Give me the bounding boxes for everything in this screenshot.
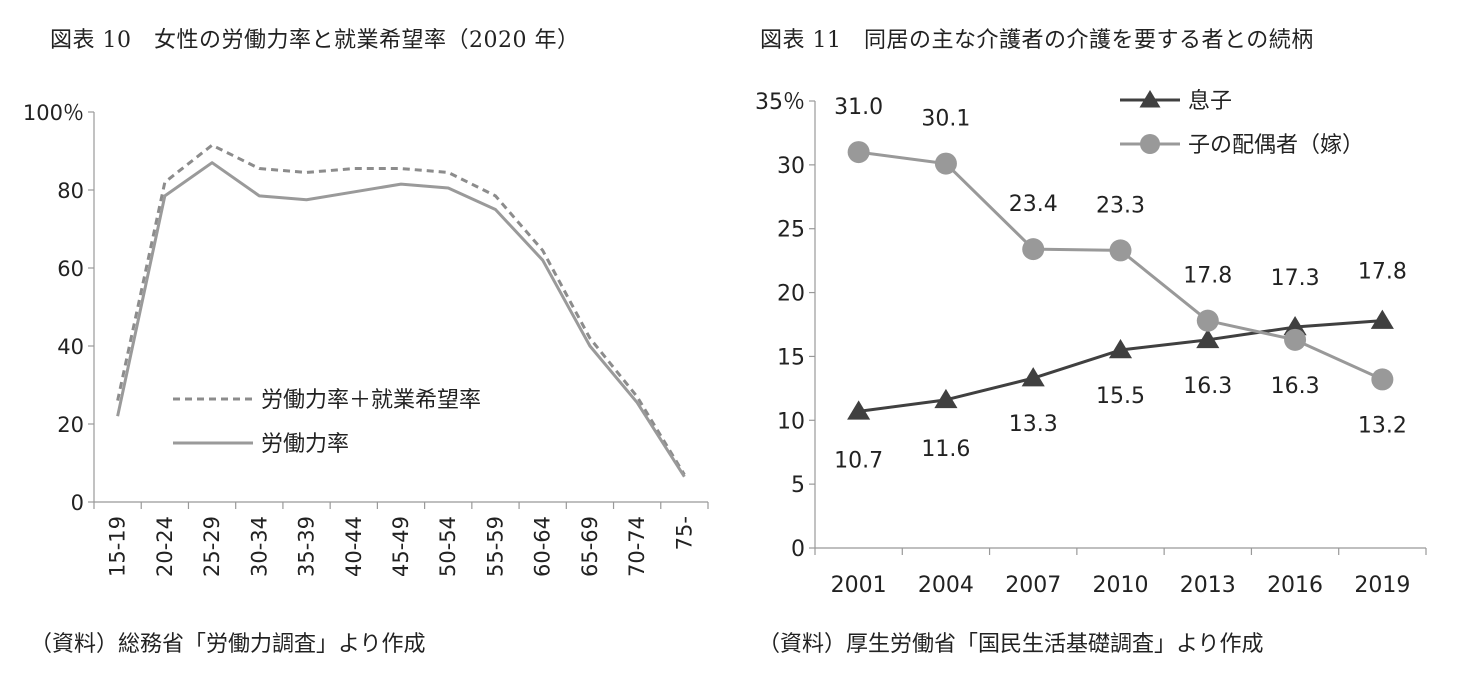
data-label-son: 13.3	[1009, 412, 1058, 437]
figure-10: 図表 10 女性の労働力率と就業希望率（2020 年） 0 20 40 60 80 100…	[23, 28, 709, 657]
legend-marker	[1139, 90, 1161, 108]
marker-son	[847, 400, 871, 420]
x-tick-label: 2001	[831, 573, 887, 598]
data-label-spouse-of-child: 13.2	[1358, 413, 1407, 438]
y-tick-label: 20	[777, 282, 805, 307]
x-tick-label: 2010	[1093, 573, 1149, 598]
x-tick-label: 15-19	[106, 516, 130, 577]
legend-marker	[1140, 134, 1160, 154]
x-tick-label: 75-	[672, 516, 696, 550]
data-label-son: 17.8	[1358, 260, 1407, 285]
figure-11: 図表 11 同居の主な介護者の介護を要する者との続柄 0 5 10 15 20 25 30 3…	[738, 0, 1476, 683]
data-label-spouse-of-child: 23.3	[1096, 193, 1145, 218]
x-tick-label: 65-69	[578, 516, 602, 577]
y-tick-label: 5	[791, 473, 805, 498]
y-tick-label: 40	[57, 335, 84, 359]
y-tick-label: 100％	[23, 101, 84, 125]
x-tick-label: 45-49	[389, 516, 413, 577]
data-label-son: 15.5	[1096, 384, 1145, 409]
x-tick-label: 2019	[1354, 573, 1410, 598]
y-tick-label: 35％	[755, 90, 805, 115]
x-tick-label: 2004	[918, 573, 974, 598]
y-tick-label: 0	[71, 491, 84, 515]
y-tick-label: 0	[791, 537, 805, 562]
data-label-son: 16.3	[1183, 374, 1232, 399]
data-label-son: 10.7	[834, 448, 883, 473]
marker-spouse-of-child	[847, 141, 870, 164]
x-tick-label: 2013	[1180, 573, 1236, 598]
x-tick-label: 55-59	[483, 516, 507, 577]
y-tick-label: 60	[57, 257, 84, 281]
y-tick-label: 80	[57, 179, 84, 203]
legend-label: 労働力率＋就業希望率	[261, 388, 481, 413]
series-line-labor-force	[116, 161, 686, 478]
marker-spouse-of-child	[1284, 328, 1307, 351]
marker-son	[1108, 339, 1133, 359]
legend-label: 息子	[1188, 89, 1232, 114]
marker-spouse-of-child	[1022, 238, 1045, 261]
y-tick-label: 30	[777, 154, 805, 179]
chart-source: （資料）総務省「労働力調査」より作成	[30, 632, 426, 657]
chart-source: （資料）厚生労働省「国民生活基礎調査」より作成	[758, 632, 1264, 657]
data-label-son: 11.6	[921, 437, 970, 462]
legend-label: 子の配偶者（嫁）	[1188, 133, 1364, 158]
legend-label: 労働力率	[261, 432, 349, 457]
data-label-spouse-of-child: 17.8	[1183, 264, 1232, 289]
marker-spouse-of-child	[1371, 368, 1394, 391]
x-tick-label: 50-54	[436, 516, 460, 577]
data-label-spouse-of-child: 31.0	[834, 95, 883, 120]
x-tick-label: 40-44	[342, 516, 366, 577]
x-tick-label: 35-39	[295, 516, 319, 577]
marker-son	[1370, 309, 1394, 329]
y-tick-label: 20	[57, 413, 84, 437]
chart-title: 図表 11 同居の主な介護者の介護を要する者との続柄	[760, 28, 1314, 53]
marker-son	[934, 388, 958, 409]
data-label-spouse-of-child: 16.3	[1271, 374, 1320, 399]
data-label-spouse-of-child: 30.1	[921, 107, 970, 132]
data-label-spouse-of-child: 23.4	[1009, 192, 1058, 217]
x-tick-label: 30-34	[247, 516, 271, 577]
y-tick-label: 15	[777, 345, 805, 370]
series-line-labor-plus-desired	[116, 143, 686, 476]
x-tick-label: 2016	[1267, 573, 1323, 598]
marker-spouse-of-child	[1109, 239, 1132, 262]
x-tick-label: 2007	[1005, 573, 1061, 598]
y-tick-label: 25	[777, 218, 805, 243]
x-tick-label: 60-64	[531, 516, 555, 577]
data-label-son: 17.3	[1271, 266, 1320, 291]
x-tick-label: 70-74	[625, 516, 649, 577]
chart-title: 図表 10 女性の労働力率と就業希望率（2020 年）	[50, 28, 580, 53]
marker-spouse-of-child	[1196, 309, 1219, 332]
x-tick-label: 25-29	[200, 516, 224, 577]
chart-10-plot: 0 20 40 60 80 100％ 15-19 20-24 25-29 30-34 35-39 40…	[23, 101, 709, 577]
marker-son	[1196, 328, 1220, 349]
y-tick-label: 10	[777, 409, 805, 434]
chart-11-plot: 0 5 10 15 20 25 30 35％ 2001 2004 2007 2010 2013 2016 2…	[755, 89, 1427, 598]
marker-son	[1021, 367, 1045, 387]
marker-spouse-of-child	[934, 152, 957, 175]
x-tick-label: 20-24	[153, 516, 177, 577]
